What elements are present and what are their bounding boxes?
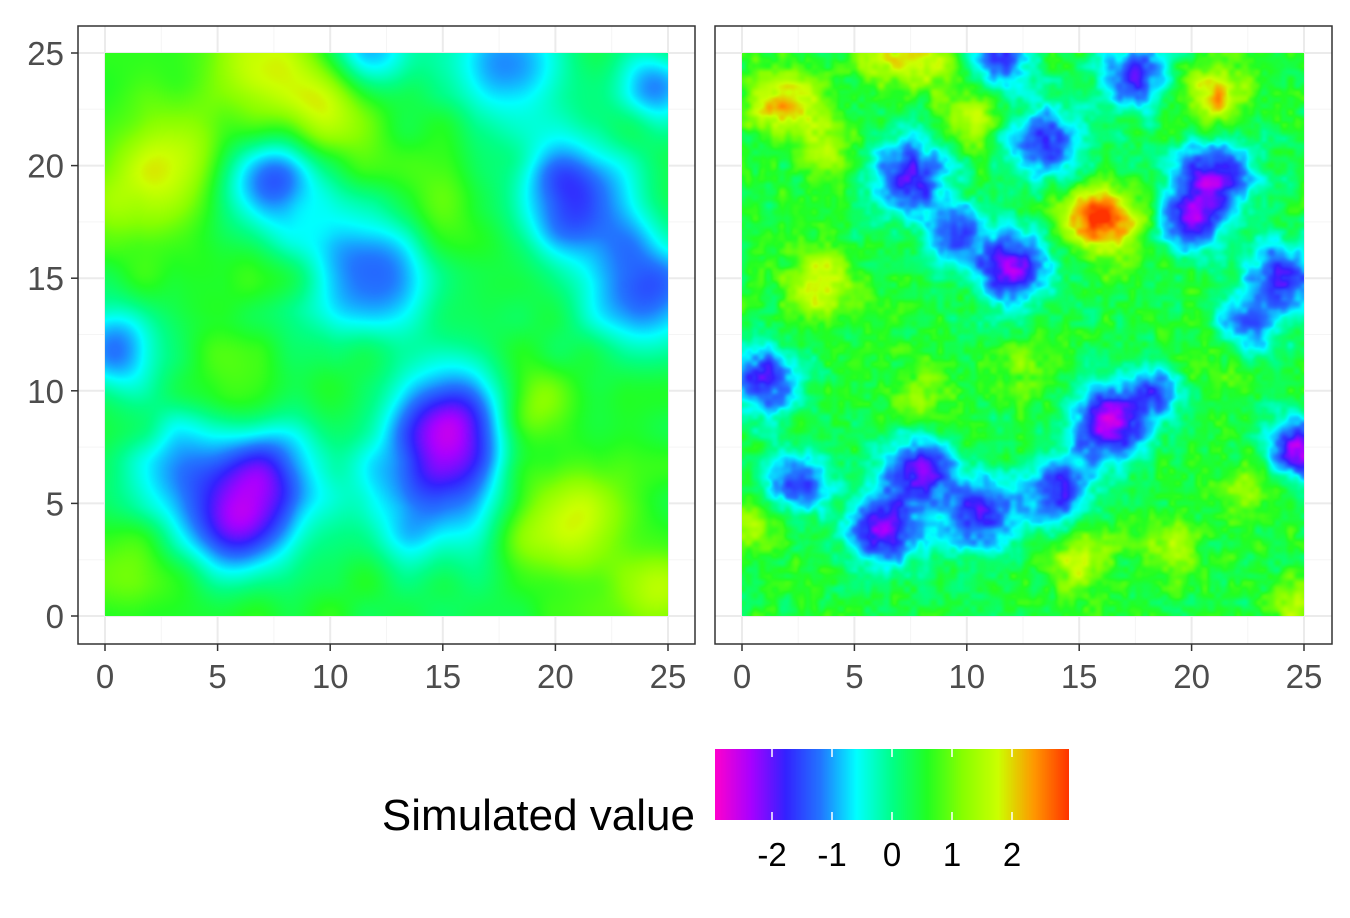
x-tick-label: 0 (733, 658, 751, 695)
legend-tick-label: -2 (757, 836, 786, 873)
legend-title: Simulated value (382, 791, 695, 840)
y-tick-label: 20 (27, 148, 64, 185)
y-tick-label: 10 (27, 373, 64, 410)
legend-tick-label: 2 (1003, 836, 1021, 873)
x-tick-label: 20 (1173, 658, 1210, 695)
legend-ticks: -2 -1 0 1 2 (757, 749, 1021, 873)
x-tick-label: 5 (845, 658, 863, 695)
x-tick-label: 5 (208, 658, 226, 695)
legend-tick-label: 0 (883, 836, 901, 873)
legend-tick-label: 1 (943, 836, 961, 873)
y-tick-label: 15 (27, 260, 64, 297)
y-tick-label: 0 (46, 598, 64, 635)
panel-border (714, 25, 1333, 645)
x-tick-label: 10 (312, 658, 349, 695)
heatmap-raster (105, 53, 668, 616)
x-tick-label: 15 (424, 658, 461, 695)
y-tick-label: 25 (27, 35, 64, 72)
heatmap-panel-right: 0 5 10 15 20 25 (714, 25, 1333, 695)
y-tick-label: 5 (46, 485, 64, 522)
x-tick-label: 25 (650, 658, 687, 695)
legend-colorbar (715, 749, 1069, 820)
x-tick-label: 10 (948, 658, 985, 695)
panel-border (77, 25, 696, 645)
x-tick-label: 25 (1286, 658, 1323, 695)
heatmap-panel-left: 0 5 10 15 20 25 0 5 10 15 20 25 (27, 25, 696, 695)
legend: Simulated value -2 -1 0 1 2 (382, 749, 1069, 873)
x-tick-label: 0 (96, 658, 114, 695)
x-tick-label: 20 (537, 658, 574, 695)
heatmap-raster (742, 53, 1304, 616)
legend-tick-label: -1 (817, 836, 846, 873)
x-tick-label: 15 (1061, 658, 1098, 695)
